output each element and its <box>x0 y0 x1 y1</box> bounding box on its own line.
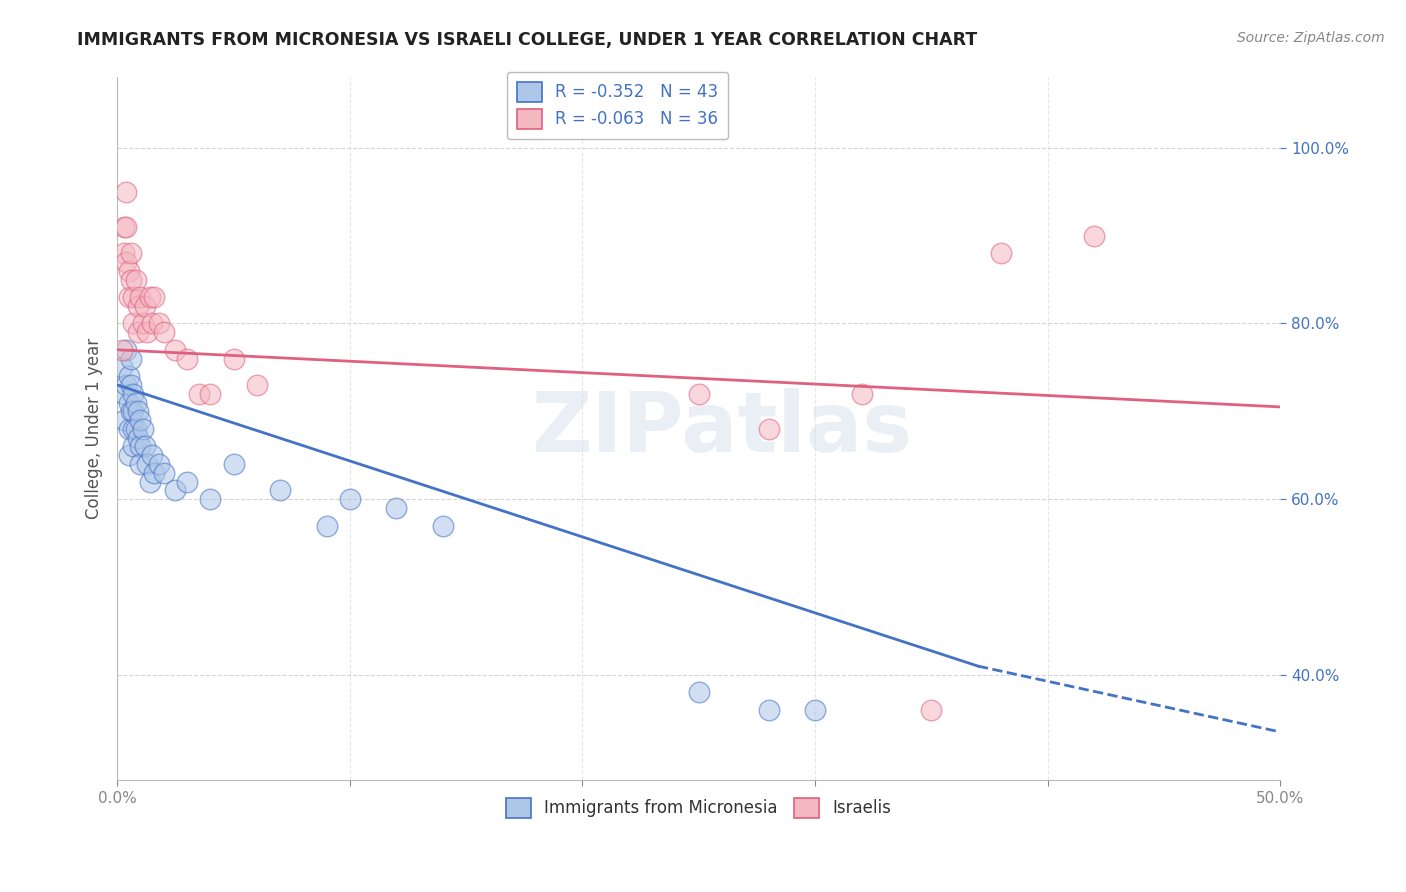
Point <box>115 219 138 234</box>
Point <box>129 439 152 453</box>
Point <box>127 299 149 313</box>
Point <box>118 264 141 278</box>
Point <box>187 386 209 401</box>
Point <box>122 386 145 401</box>
Point <box>246 378 269 392</box>
Point <box>127 325 149 339</box>
Point <box>804 703 827 717</box>
Point <box>432 518 454 533</box>
Point <box>152 466 174 480</box>
Point <box>129 290 152 304</box>
Text: IMMIGRANTS FROM MICRONESIA VS ISRAELI COLLEGE, UNDER 1 YEAR CORRELATION CHART: IMMIGRANTS FROM MICRONESIA VS ISRAELI CO… <box>77 31 977 49</box>
Point <box>129 457 152 471</box>
Point <box>200 386 222 401</box>
Point <box>122 404 145 418</box>
Point <box>122 317 145 331</box>
Point <box>165 343 187 357</box>
Point <box>112 386 135 401</box>
Point <box>122 439 145 453</box>
Point <box>688 386 710 401</box>
Point <box>118 369 141 384</box>
Point <box>118 395 141 409</box>
Point <box>120 404 142 418</box>
Point <box>339 492 361 507</box>
Point <box>200 492 222 507</box>
Point <box>125 272 148 286</box>
Text: ZIPatlas: ZIPatlas <box>531 388 912 469</box>
Point <box>136 325 159 339</box>
Y-axis label: College, Under 1 year: College, Under 1 year <box>86 338 103 519</box>
Point <box>141 448 163 462</box>
Point <box>222 351 245 366</box>
Point <box>143 290 166 304</box>
Point <box>122 290 145 304</box>
Point <box>688 685 710 699</box>
Point <box>269 483 291 498</box>
Point <box>385 500 408 515</box>
Point <box>125 395 148 409</box>
Point <box>112 219 135 234</box>
Point <box>758 422 780 436</box>
Point <box>851 386 873 401</box>
Point <box>115 378 138 392</box>
Point <box>139 475 162 489</box>
Text: Source: ZipAtlas.com: Source: ZipAtlas.com <box>1237 31 1385 45</box>
Point <box>920 703 942 717</box>
Point <box>758 703 780 717</box>
Point <box>118 422 141 436</box>
Point <box>176 351 198 366</box>
Point <box>125 422 148 436</box>
Point <box>127 404 149 418</box>
Point <box>118 448 141 462</box>
Point <box>111 343 134 357</box>
Point <box>134 439 156 453</box>
Point <box>176 475 198 489</box>
Point <box>112 413 135 427</box>
Point <box>120 246 142 260</box>
Point <box>990 246 1012 260</box>
Point <box>127 431 149 445</box>
Point <box>165 483 187 498</box>
Point <box>115 255 138 269</box>
Point <box>143 466 166 480</box>
Point <box>112 246 135 260</box>
Point <box>120 351 142 366</box>
Point <box>111 360 134 375</box>
Point <box>148 457 170 471</box>
Legend: Immigrants from Micronesia, Israelis: Immigrants from Micronesia, Israelis <box>499 791 898 825</box>
Point <box>152 325 174 339</box>
Point <box>129 413 152 427</box>
Point <box>115 185 138 199</box>
Point <box>134 299 156 313</box>
Point <box>222 457 245 471</box>
Point <box>132 317 155 331</box>
Point <box>139 290 162 304</box>
Point <box>118 290 141 304</box>
Point <box>120 272 142 286</box>
Point <box>132 422 155 436</box>
Point <box>115 343 138 357</box>
Point <box>141 317 163 331</box>
Point <box>136 457 159 471</box>
Point <box>1083 228 1105 243</box>
Point <box>120 378 142 392</box>
Point <box>315 518 337 533</box>
Point <box>148 317 170 331</box>
Point <box>122 422 145 436</box>
